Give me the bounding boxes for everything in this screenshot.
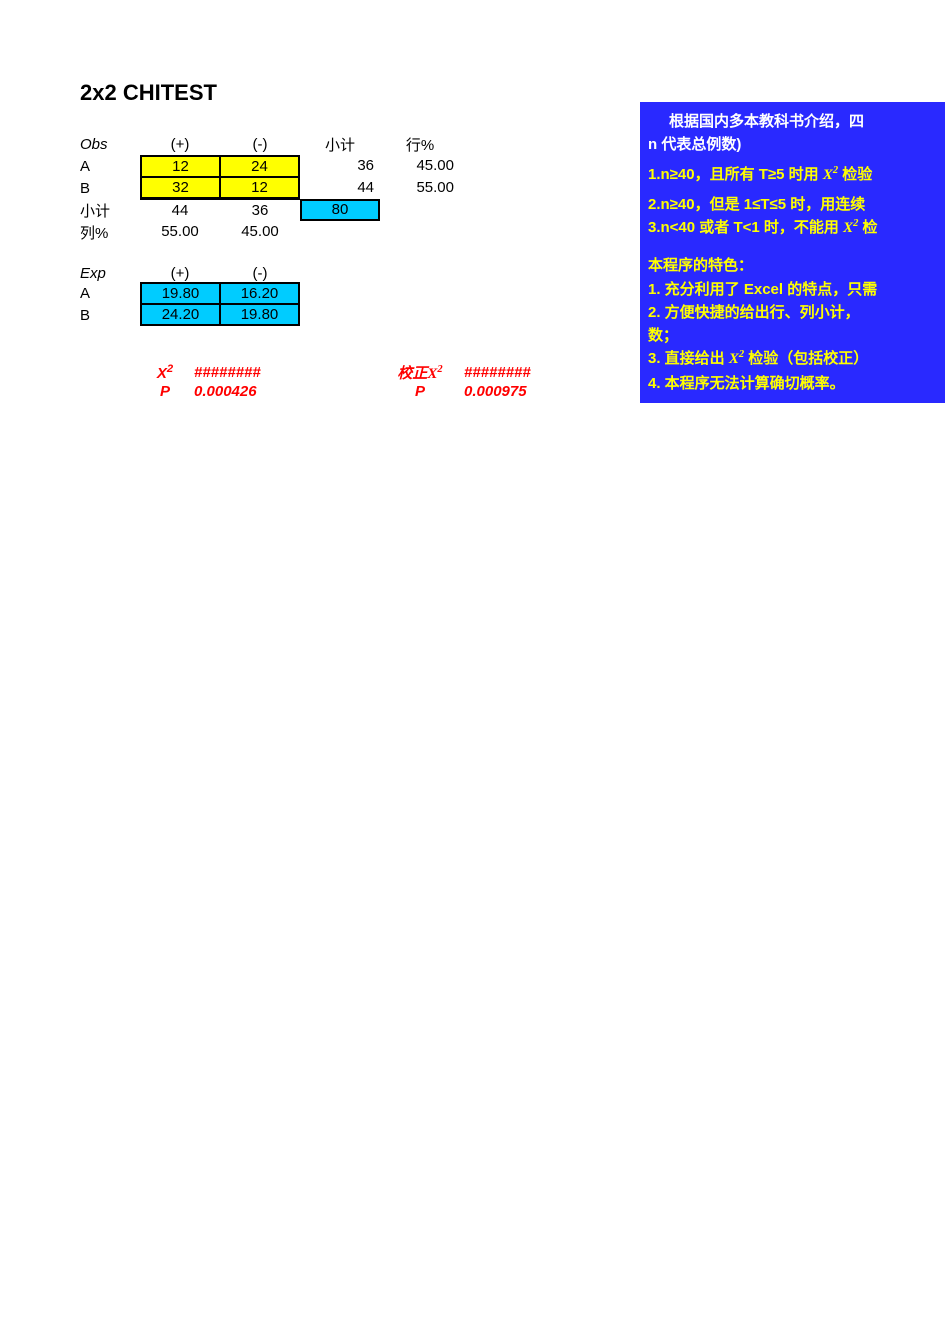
obs-label: Obs bbox=[80, 136, 140, 153]
obs-a-pct: 45.00 bbox=[380, 155, 460, 177]
obs-col-pos: (+) bbox=[140, 136, 220, 153]
info-feature2: 2. 方便快捷的给出行、列小计， bbox=[648, 301, 941, 324]
corr-x2-label: 校正X2 bbox=[380, 362, 460, 383]
exp-b-neg: 19.80 bbox=[220, 304, 300, 326]
obs-col-sub: 小计 bbox=[300, 134, 380, 155]
corr-p-value: 0.000975 bbox=[460, 383, 570, 400]
exp-a-label: A bbox=[80, 285, 140, 302]
info-rule2: 2.n≥40，但是 1≤T≤5 时，用连续 bbox=[648, 193, 941, 216]
obs-b-sub: 44 bbox=[300, 177, 380, 199]
info-line1: 根据国内多本教科书介绍，四 bbox=[648, 110, 941, 133]
obs-colpct-pos: 55.00 bbox=[140, 221, 220, 243]
exp-b-pos: 24.20 bbox=[140, 304, 220, 326]
x2-value: ######## bbox=[190, 364, 300, 381]
obs-subtotal-label: 小计 bbox=[80, 200, 140, 221]
obs-colpct-label: 列% bbox=[80, 222, 140, 243]
obs-a-label: A bbox=[80, 158, 140, 175]
obs-b-label: B bbox=[80, 180, 140, 197]
exp-b-label: B bbox=[80, 307, 140, 324]
info-feature1: 1. 充分利用了 Excel 的特点，只需 bbox=[648, 278, 941, 301]
obs-sub-pos: 44 bbox=[140, 199, 220, 221]
obs-a-pos[interactable]: 12 bbox=[140, 155, 220, 177]
p-label: P bbox=[140, 383, 190, 400]
exp-col-neg: (-) bbox=[220, 265, 300, 282]
info-features-title: 本程序的特色： bbox=[648, 254, 941, 277]
obs-sub-neg: 36 bbox=[220, 199, 300, 221]
obs-grand-total: 80 bbox=[300, 199, 380, 221]
info-feature2b: 数； bbox=[648, 324, 941, 347]
corr-p-label: P bbox=[380, 383, 460, 400]
exp-a-pos: 19.80 bbox=[140, 282, 220, 304]
obs-colpct-neg: 45.00 bbox=[220, 221, 300, 243]
exp-label: Exp bbox=[80, 265, 140, 282]
exp-col-pos: (+) bbox=[140, 265, 220, 282]
info-feature4: 4. 本程序无法计算确切概率。 bbox=[648, 372, 941, 395]
info-line2: n 代表总例数) bbox=[648, 133, 941, 156]
info-feature3: 3. 直接给出 X2 检验（包括校正） bbox=[648, 347, 941, 371]
p-value: 0.000426 bbox=[190, 383, 300, 400]
info-panel: 根据国内多本教科书介绍，四 n 代表总例数) 1.n≥40，且所有 T≥5 时用… bbox=[640, 102, 945, 403]
obs-a-neg[interactable]: 24 bbox=[220, 155, 300, 177]
obs-b-pos[interactable]: 32 bbox=[140, 177, 220, 199]
obs-col-rowpct: 行% bbox=[380, 134, 460, 155]
x2-label: X2 bbox=[140, 363, 190, 382]
info-rule1: 1.n≥40，且所有 T≥5 时用 X2 检验 bbox=[648, 163, 941, 187]
obs-col-neg: (-) bbox=[220, 136, 300, 153]
exp-a-neg: 16.20 bbox=[220, 282, 300, 304]
corr-x2-value: ######## bbox=[460, 364, 570, 381]
obs-b-pct: 55.00 bbox=[380, 177, 460, 199]
info-rule3: 3.n<40 或者 T<1 时，不能用 X2 检 bbox=[648, 216, 941, 240]
obs-a-sub: 36 bbox=[300, 155, 380, 177]
obs-b-neg[interactable]: 12 bbox=[220, 177, 300, 199]
